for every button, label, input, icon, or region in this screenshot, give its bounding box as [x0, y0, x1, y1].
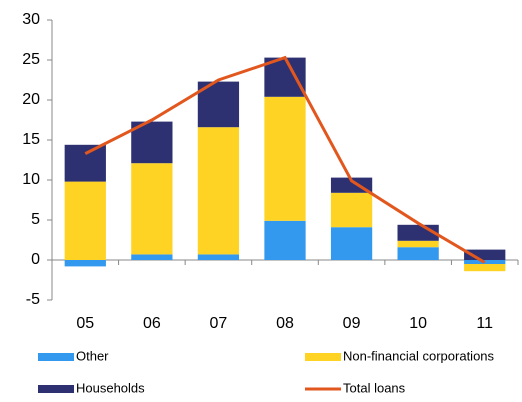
legend-label: Non-financial corporations — [343, 348, 495, 363]
line — [84, 55, 486, 264]
bar — [64, 181, 106, 260]
legend-label: Total loans — [343, 380, 406, 395]
y-tick-label: 20 — [22, 91, 40, 108]
bar — [264, 96, 306, 221]
bar — [131, 163, 173, 255]
x-tick-label: 06 — [143, 315, 161, 332]
y-tick-label: 10 — [22, 171, 40, 188]
legend-label: Other — [76, 348, 109, 363]
x-tick-label: 09 — [343, 315, 361, 332]
y-tick-label: 30 — [22, 11, 40, 28]
bar — [264, 220, 306, 260]
bar — [330, 227, 373, 260]
bar — [464, 264, 506, 272]
y-tick-label: 25 — [22, 51, 40, 68]
legend-swatch — [305, 353, 341, 361]
bar — [397, 240, 439, 248]
bar — [64, 260, 106, 267]
y-tick-label: 0 — [31, 251, 40, 268]
legend-swatch — [38, 385, 74, 393]
bar — [64, 144, 106, 182]
x-tick-label: 10 — [409, 315, 427, 332]
y-tick-label: -5 — [26, 291, 40, 308]
legend-label: Households — [76, 380, 145, 395]
bar — [397, 247, 439, 260]
bar — [330, 192, 373, 228]
y-tick-label: 5 — [31, 211, 40, 228]
bar — [131, 254, 173, 260]
bar — [464, 249, 506, 260]
x-tick-label: 11 — [476, 315, 493, 332]
x-tick-label: 07 — [210, 315, 228, 332]
legend-swatch — [38, 353, 74, 361]
bar — [197, 254, 240, 260]
bar — [197, 127, 240, 255]
x-tick-label: 08 — [276, 315, 294, 332]
bar — [264, 57, 306, 97]
x-tick-label: 05 — [76, 315, 94, 332]
y-tick-label: 15 — [22, 131, 40, 148]
